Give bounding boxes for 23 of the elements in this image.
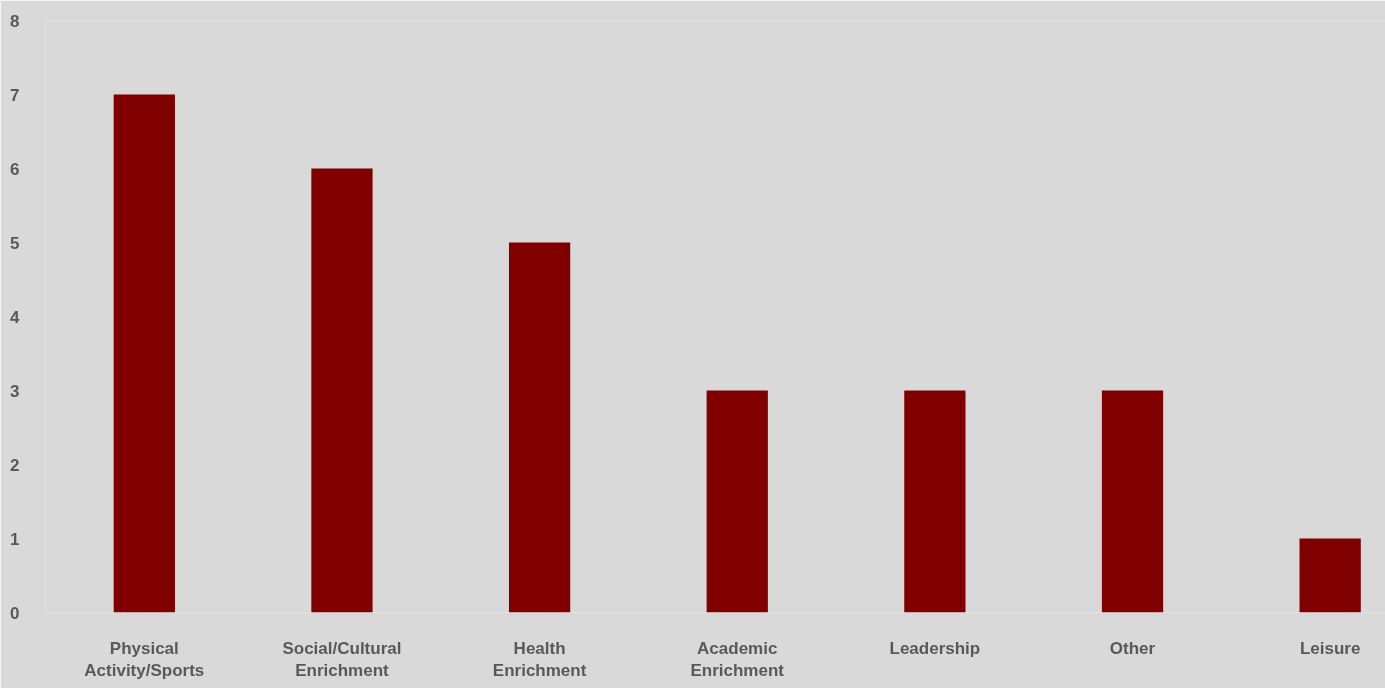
y-tick-label: 0: [10, 603, 20, 623]
bar: [311, 168, 373, 613]
x-tick-label: Academic Enrichment: [690, 638, 785, 681]
y-tick-label: 2: [10, 455, 20, 475]
bar: [904, 390, 966, 613]
bar: [1299, 538, 1361, 613]
y-tick-label: 3: [10, 381, 20, 401]
y-tick-label: 8: [10, 11, 20, 31]
y-tick-label: 1: [10, 529, 20, 549]
x-tick-label: Health Enrichment: [492, 638, 587, 681]
bar: [706, 390, 768, 613]
x-tick-label: Physical Activity/Sports: [84, 638, 205, 681]
x-tick-label: Leadership: [889, 638, 981, 658]
x-tick-label: Leisure: [1299, 638, 1361, 658]
y-tick-label: 6: [10, 159, 20, 179]
y-tick-label: 4: [10, 307, 21, 327]
bar: [508, 242, 571, 613]
x-tick-label: Other: [1109, 638, 1156, 658]
y-tick-label: 5: [10, 233, 20, 253]
x-tick-label: Social/Cultural Enrichment: [282, 638, 402, 681]
bar: [113, 94, 175, 613]
bar: [1101, 390, 1164, 613]
y-tick-label: 7: [10, 85, 20, 105]
